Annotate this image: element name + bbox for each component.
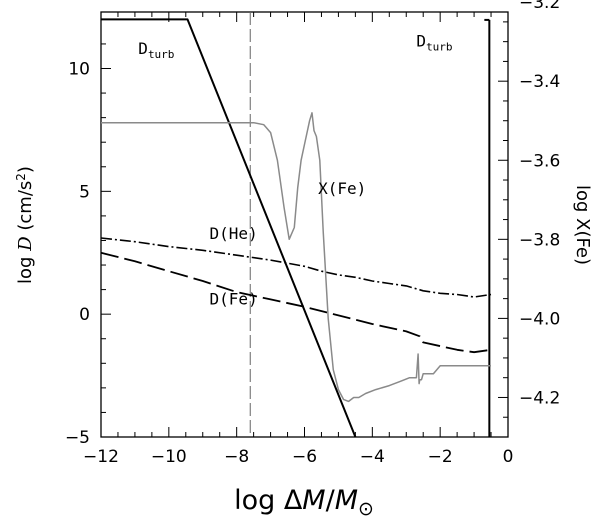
y2-tick-label: −4.2 [519, 388, 560, 408]
y2-tick-label: −3.4 [519, 72, 560, 92]
y2-tick-label: −3.2 [519, 0, 560, 13]
x-tick-label: −10 [151, 447, 187, 467]
x-tick-label: −6 [292, 447, 317, 467]
y-axis-label: log D (cm/s2) [14, 166, 36, 284]
series-d-fe [100, 251, 492, 354]
curve-label: D(He) [210, 224, 258, 243]
x-tick-label: −8 [224, 447, 249, 467]
curve-label: X(Fe) [318, 179, 366, 198]
x-axis-label: log ΔM/M⊙ [234, 485, 374, 520]
y-tick-label: −5 [65, 428, 90, 448]
y2-tick-label: −3.6 [519, 151, 560, 171]
y-tick-label: 0 [79, 305, 90, 325]
series-d-turb [101, 18, 357, 438]
x-tick-label: 0 [503, 447, 514, 467]
curve-label: Dturb [138, 39, 174, 61]
series-x-fe [101, 112, 491, 403]
y2-axis-label: log X(Fe) [572, 185, 593, 265]
y2-tick-label: −3.8 [519, 230, 560, 250]
curve-label: Dturb [416, 31, 452, 53]
plot-frame [100, 11, 509, 438]
y2-tick-label: −4.0 [519, 309, 560, 329]
series-d-he [100, 237, 492, 298]
x-tick-label: −12 [83, 447, 119, 467]
y-tick-label: 5 [79, 182, 90, 202]
y-tick-label: 10 [68, 60, 90, 80]
curve-label: D(Fe) [210, 289, 258, 308]
x-tick-label: −4 [360, 447, 385, 467]
x-tick-label: −2 [428, 447, 453, 467]
